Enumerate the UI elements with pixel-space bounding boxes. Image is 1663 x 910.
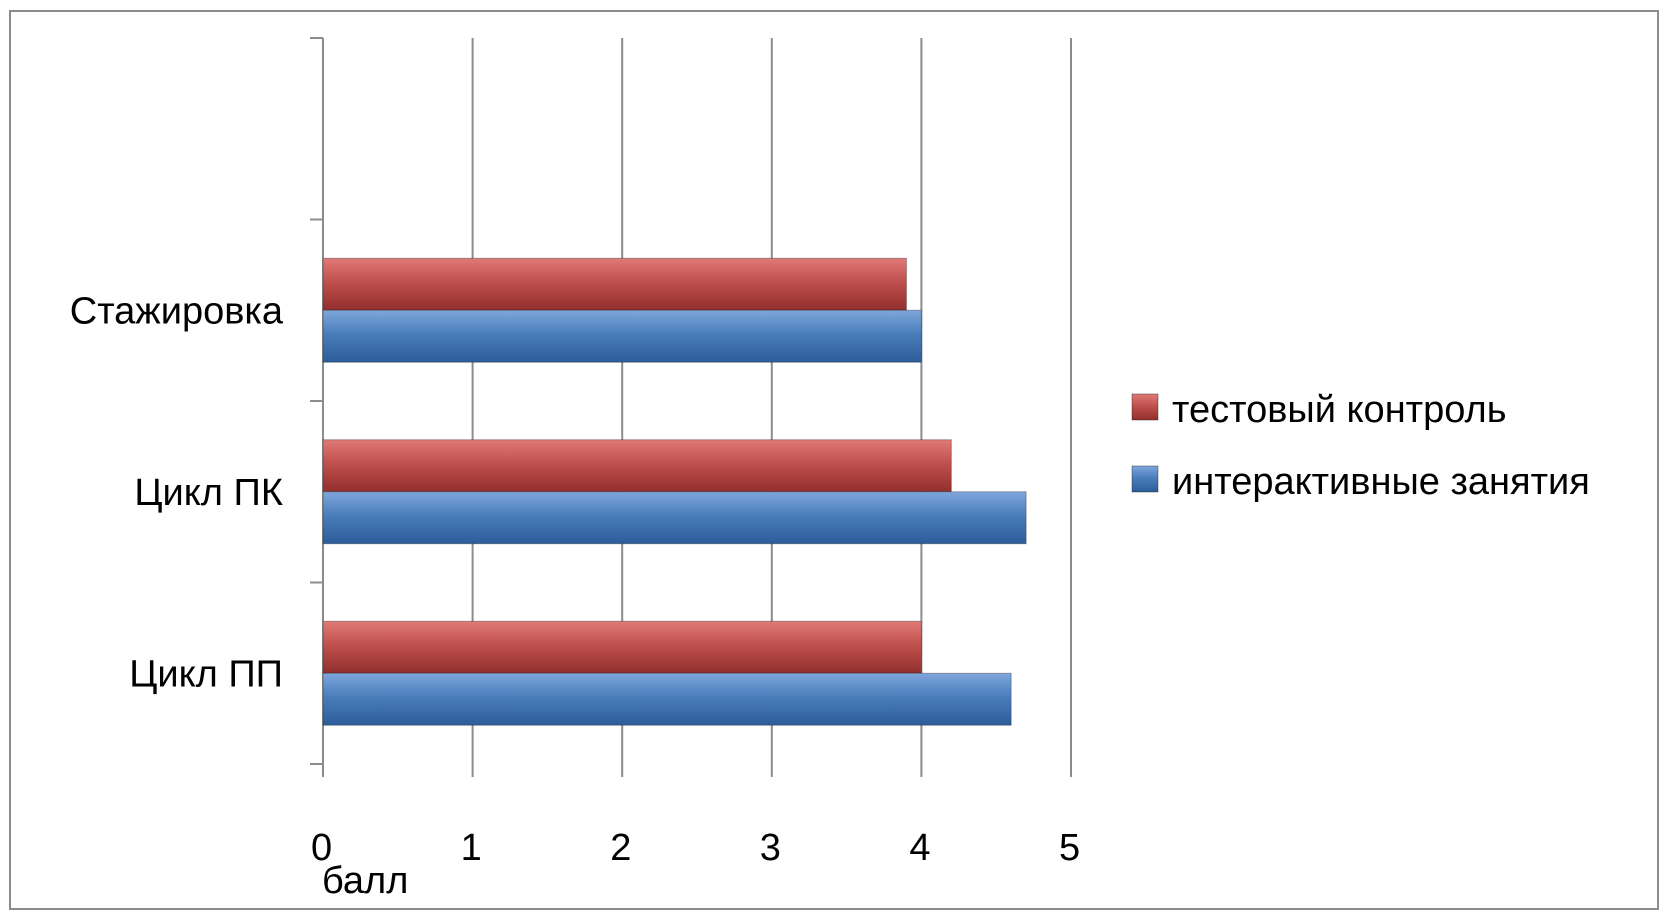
x-tick-label: 1 [461,827,482,869]
x-tick-label: 4 [909,827,930,869]
legend: тестовый контроль интерактивные занятия [1131,389,1590,503]
bar [322,491,1027,545]
bar [322,257,907,311]
bars [322,257,1027,726]
legend-label: тестовый контроль [1172,389,1507,431]
x-tick-label: 3 [760,827,781,869]
category-label: Цикл ПП [129,653,283,695]
bar [322,672,1012,726]
category-label: Цикл ПК [134,472,283,514]
axis-labels: 0 1 2 3 4 5 Цикл ПП Цикл ПК Стажировка балл [70,290,1080,896]
x-axis-title: балл [322,860,408,896]
legend-swatch [1131,465,1159,493]
x-tick-label: 0 [311,827,332,869]
legend-label: интерактивные занятия [1172,461,1590,503]
category-label: Стажировка [70,290,284,332]
x-tick-label: 5 [1059,827,1080,869]
bar [322,439,952,493]
bar [322,620,922,674]
x-tick-label: 2 [610,827,631,869]
bar [322,309,922,363]
legend-swatch [1131,393,1159,421]
